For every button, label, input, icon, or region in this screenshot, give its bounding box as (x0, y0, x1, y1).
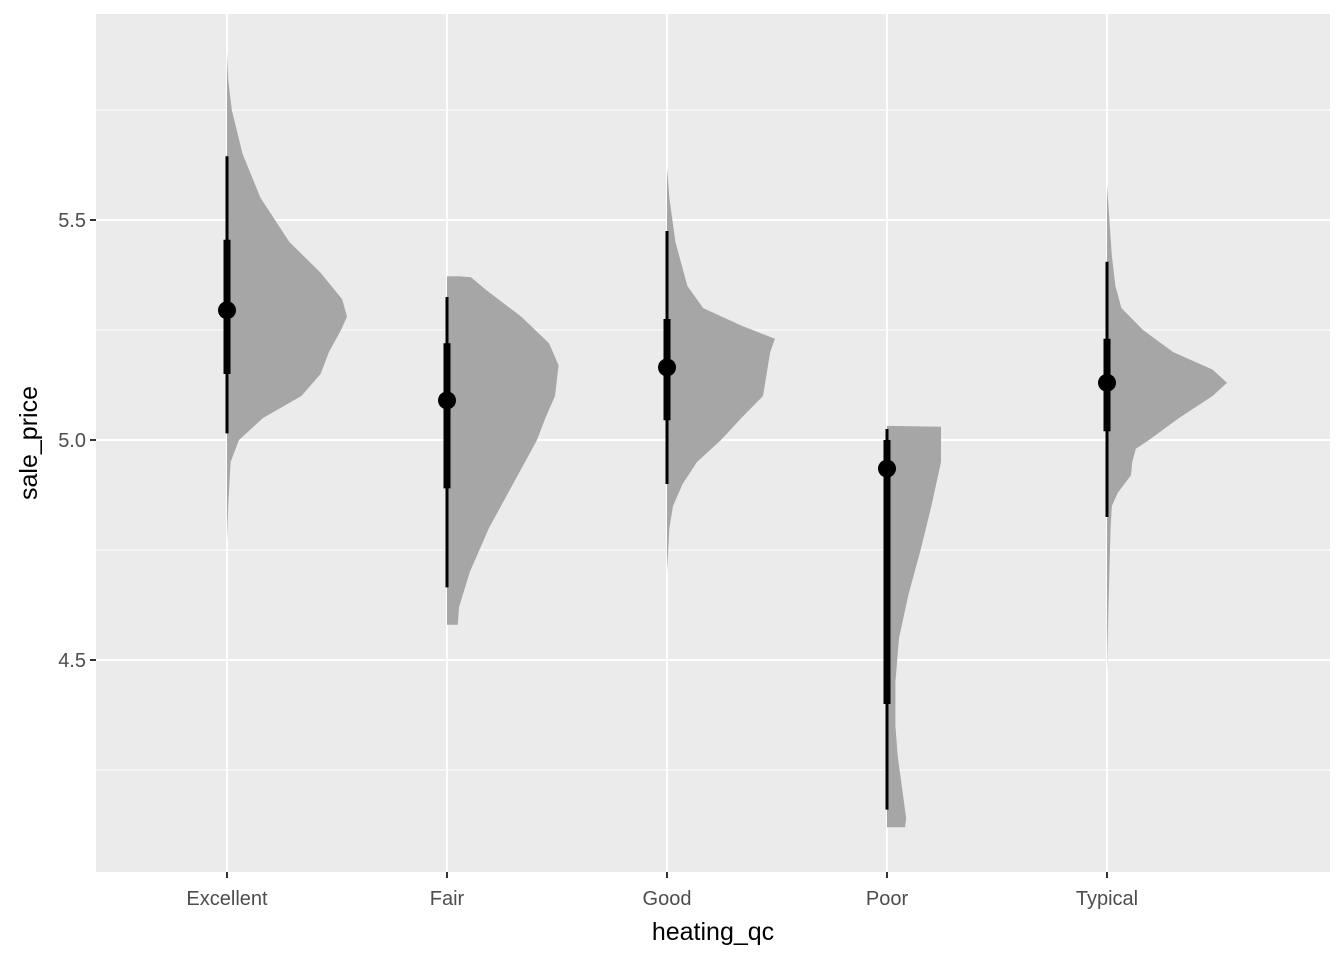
y-tick-label: 5.0 (58, 430, 86, 452)
y-axis-title: sale_price (15, 386, 43, 500)
y-tick-label: 5.5 (58, 210, 86, 232)
point-estimates (218, 301, 1116, 478)
x-tick-label: Excellent (186, 888, 268, 910)
density-slabs (227, 52, 1227, 832)
density-fair (447, 276, 559, 625)
point-good (658, 358, 676, 377)
point-typical (1098, 373, 1116, 392)
x-axis-title: heating_qc (652, 918, 774, 946)
x-tick-label: Good (643, 888, 692, 910)
point-excellent (218, 301, 236, 320)
point-fair (438, 391, 456, 410)
point-poor (878, 459, 896, 478)
density-good (667, 167, 775, 572)
density-excellent (227, 52, 347, 542)
y-tick-label: 4.5 (58, 650, 86, 672)
y-axis-ticks: 4.5 5.0 5.5 (58, 210, 96, 672)
x-tick-label: Typical (1076, 888, 1138, 910)
x-tick-label: Fair (430, 888, 465, 910)
density-typical (1107, 184, 1227, 832)
x-axis-ticks: Excellent Fair Good Poor Typical (186, 872, 1138, 910)
density-poor (887, 425, 941, 828)
x-tick-label: Poor (866, 888, 909, 910)
interval-lines (223, 156, 1111, 810)
